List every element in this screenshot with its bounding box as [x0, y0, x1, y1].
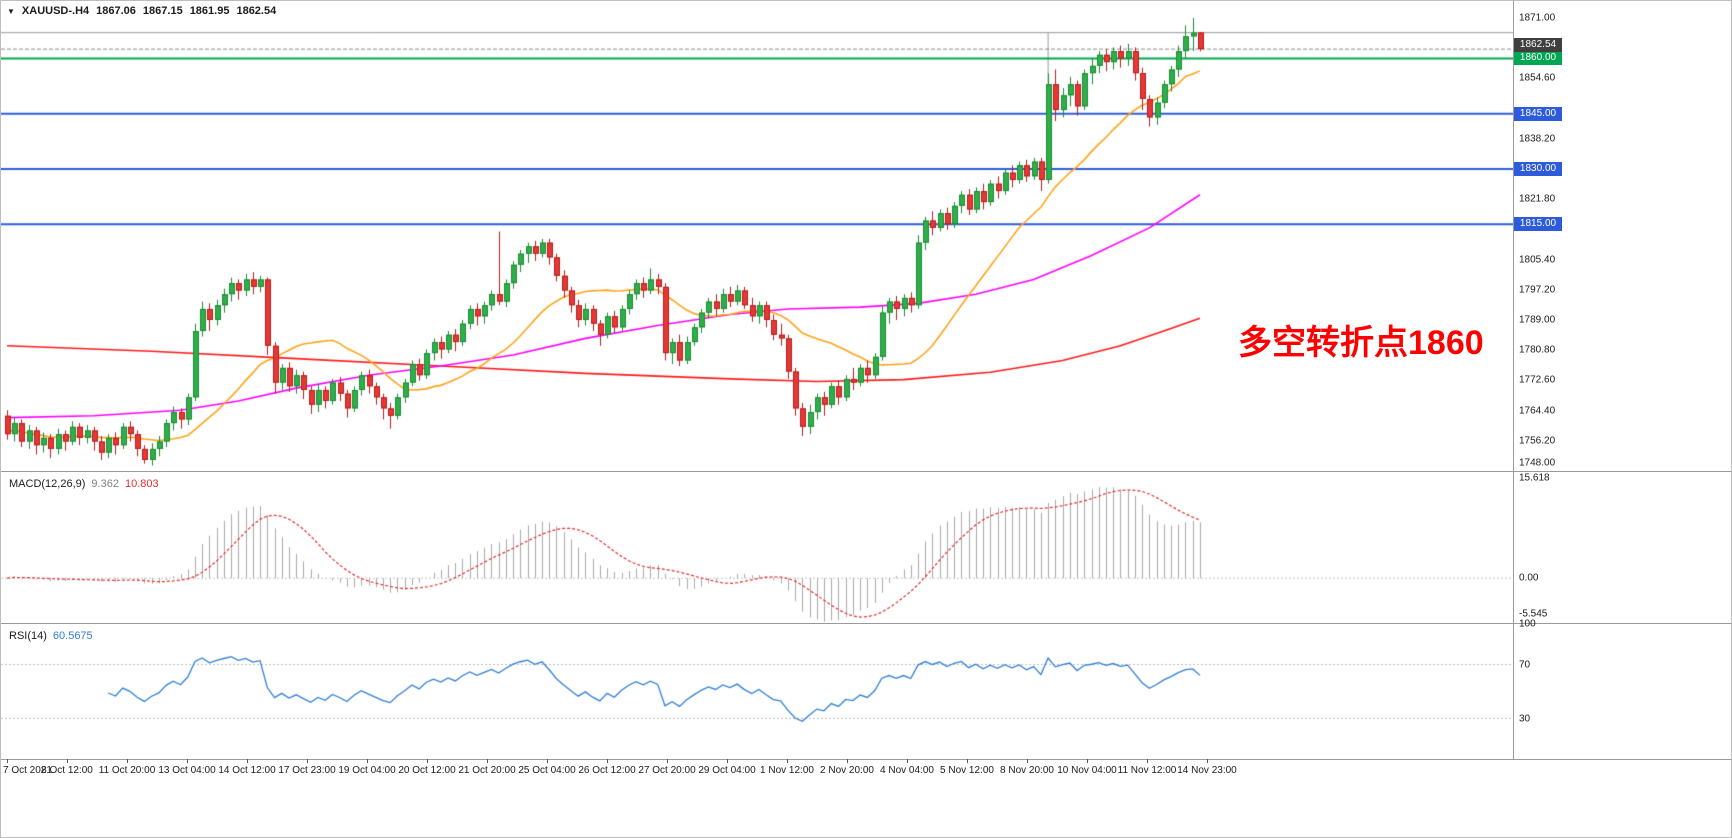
rsi-name-label: RSI(14) [9, 630, 47, 642]
price-grid-label: 1871.00 [1519, 12, 1556, 24]
time-axis-tick [127, 759, 128, 763]
time-axis-label: 29 Oct 04:00 [698, 765, 756, 776]
time-axis-tick [607, 759, 608, 763]
time-axis-label: 14 Nov 23:00 [1177, 765, 1237, 776]
time-axis-label: 25 Oct 04:00 [518, 765, 576, 776]
time-axis-tick [247, 759, 248, 763]
time-axis-tick [1027, 759, 1028, 763]
price-grid-label: 1797.20 [1519, 284, 1556, 296]
price-level-tag: 1860.00 [1514, 51, 1562, 66]
price-level-tag: 1815.00 [1514, 217, 1562, 232]
time-axis-label: 10 Nov 04:00 [1057, 765, 1117, 776]
pane-separator[interactable] [1, 623, 1731, 624]
macd-pane-canvas[interactable] [1, 472, 1513, 623]
symbol-marker-icon[interactable]: ▼ [7, 6, 15, 16]
price-level-tag: 1845.00 [1514, 106, 1562, 121]
macd-name-label: MACD(12,26,9) [9, 478, 86, 490]
price-grid-label: 1838.20 [1519, 133, 1556, 145]
time-axis-label: 1 Nov 12:00 [760, 765, 814, 776]
chinese-annotation-text: 多空转折点1860 [1238, 324, 1484, 362]
time-axis-tick [1087, 759, 1088, 763]
time-axis-tick [1207, 759, 1208, 763]
pane-separator[interactable] [1, 471, 1731, 472]
time-axis-label: 27 Oct 20:00 [638, 765, 696, 776]
time-axis-tick [307, 759, 308, 763]
time-axis-tick [727, 759, 728, 763]
time-axis-label: 14 Oct 12:00 [218, 765, 276, 776]
price-grid-label: 1748.00 [1519, 457, 1556, 469]
macd-axis-label: 15.618 [1519, 472, 1550, 484]
time-axis-tick [487, 759, 488, 763]
bid-price-tag: 1862.54 [1514, 38, 1562, 53]
time-axis-label: 21 Oct 20:00 [458, 765, 516, 776]
time-axis-label: 2 Nov 20:00 [820, 765, 874, 776]
rsi-pane-canvas[interactable] [1, 624, 1513, 759]
macd-indicator-label: MACD(12,26,9) 9.362 10.803 [9, 478, 159, 490]
price-grid-label: 1772.60 [1519, 374, 1556, 386]
price-grid-label: 1821.80 [1519, 193, 1556, 205]
time-axis-tick [367, 759, 368, 763]
time-axis-tick [967, 759, 968, 763]
macd-signal-value: 10.803 [124, 478, 159, 490]
time-axis-tick [907, 759, 908, 763]
time-axis-label: 20 Oct 12:00 [398, 765, 456, 776]
price-grid-label: 1805.40 [1519, 254, 1556, 266]
time-axis-tick [847, 759, 848, 763]
time-axis-tick [67, 759, 68, 763]
time-axis-label: 17 Oct 23:00 [278, 765, 336, 776]
rsi-axis-label: 100 [1519, 618, 1536, 630]
time-axis-label: 11 Oct 20:00 [98, 765, 156, 776]
rsi-axis-label: 30 [1519, 713, 1531, 724]
price-grid-label: 1854.60 [1519, 72, 1556, 84]
time-axis-label: 19 Oct 04:00 [338, 765, 396, 776]
time-axis-label: 26 Oct 12:00 [578, 765, 636, 776]
rsi-axis-label: 70 [1519, 659, 1531, 670]
time-axis-label: 8 Oct 12:00 [41, 765, 93, 776]
price-grid-label: 1789.00 [1519, 314, 1556, 326]
ohlc-high-value: 1867.15 [142, 5, 183, 17]
rsi-value: 60.5675 [52, 630, 93, 642]
time-axis-label: 4 Nov 04:00 [880, 765, 934, 776]
time-axis-separator [1, 759, 1731, 760]
price-grid-label: 1764.40 [1519, 405, 1556, 417]
rsi-indicator-label: RSI(14) 60.5675 [9, 630, 93, 642]
time-axis-tick [7, 759, 8, 763]
time-axis-label: 13 Oct 04:00 [158, 765, 216, 776]
time-axis-tick [787, 759, 788, 763]
macd-axis-label: -5.545 [1519, 608, 1548, 620]
price-level-tag: 1830.00 [1514, 161, 1562, 176]
time-axis-label: 5 Nov 12:00 [940, 765, 994, 776]
price-axis-line[interactable] [1513, 1, 1514, 759]
time-axis-tick [1147, 759, 1148, 763]
time-axis-label: 8 Nov 20:00 [1000, 765, 1054, 776]
time-axis-tick [547, 759, 548, 763]
macd-axis-label: 0.00 [1519, 572, 1539, 584]
time-axis-tick [187, 759, 188, 763]
time-axis-tick [427, 759, 428, 763]
ohlc-low-value: 1861.95 [189, 5, 230, 17]
price-grid-label: 1756.20 [1519, 435, 1556, 447]
ohlc-close-value: 1862.54 [236, 5, 277, 17]
macd-main-value: 9.362 [91, 478, 119, 490]
price-grid-label: 1780.80 [1519, 344, 1556, 356]
time-axis-tick [667, 759, 668, 763]
price-chart-canvas[interactable] [1, 1, 1513, 471]
ohlc-header: ▼ XAUUSD-.H4 1867.06 1867.15 1861.95 186… [7, 5, 276, 17]
time-axis-label: 11 Nov 12:00 [1117, 765, 1177, 776]
symbol-timeframe-label: XAUUSD-.H4 [21, 5, 90, 17]
time-axis-label: 7 Oct 2021 [3, 765, 52, 776]
ohlc-open-value: 1867.06 [96, 5, 136, 17]
